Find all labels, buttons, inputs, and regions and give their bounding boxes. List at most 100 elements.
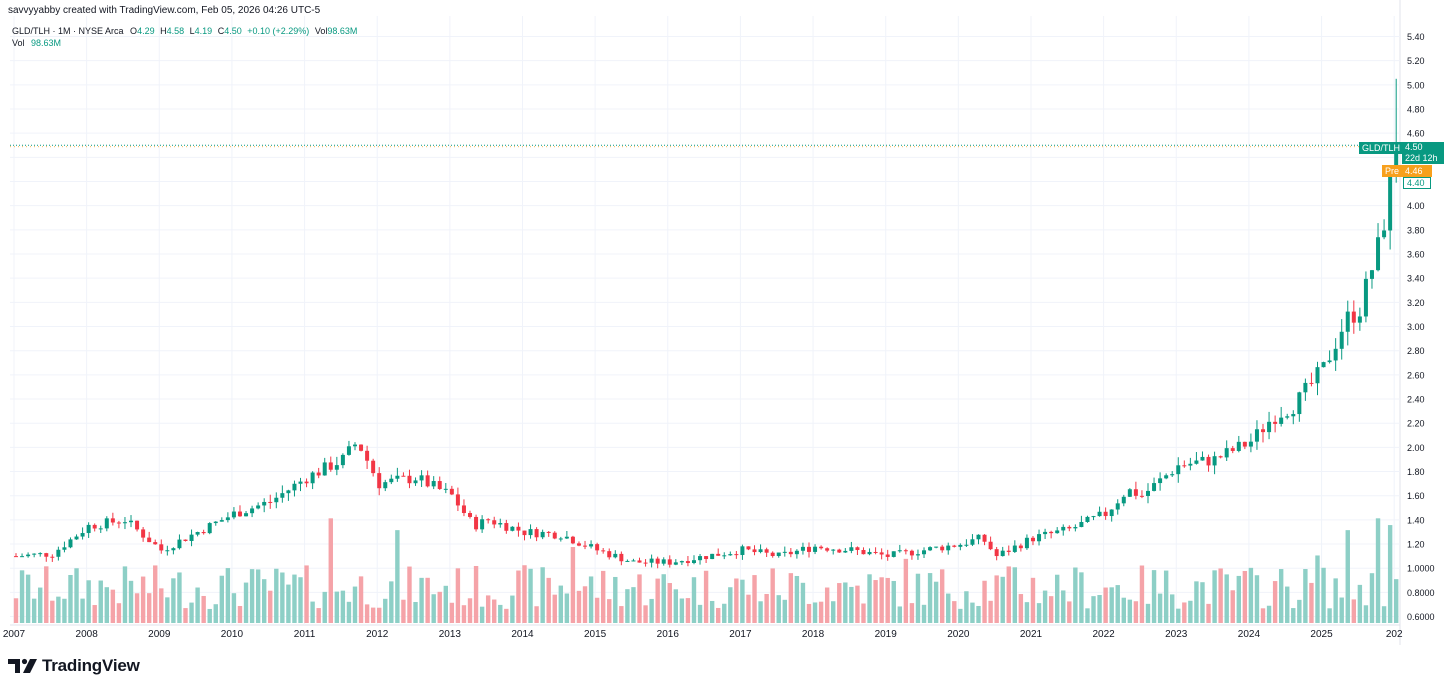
candle-body — [758, 549, 763, 553]
candle-body — [1170, 474, 1175, 476]
candle-body — [679, 561, 684, 563]
y-tick-label: 3.20 — [1407, 298, 1425, 308]
volume-bar — [709, 600, 715, 623]
volume-bar — [498, 604, 503, 623]
candle-body — [1339, 331, 1344, 349]
volume-bar — [304, 565, 309, 623]
volume-bar — [1061, 590, 1066, 623]
volume-bar — [952, 601, 957, 623]
volume-bar — [328, 518, 333, 623]
volume-bar — [1309, 582, 1314, 623]
volume-bar — [340, 590, 346, 623]
candle-body — [540, 531, 545, 538]
volume-bar — [812, 602, 818, 623]
candle-body — [92, 524, 97, 529]
candle-body — [994, 549, 999, 557]
candle-body — [819, 546, 824, 549]
candle-body — [26, 554, 31, 557]
candle-body — [383, 482, 388, 489]
volume-bar — [1333, 578, 1338, 623]
pre-market-price-tag[interactable]: 4.46 — [1402, 165, 1432, 177]
candle-body — [207, 523, 212, 534]
candle-body — [201, 532, 206, 534]
candle-body — [68, 539, 73, 548]
pre-market-label-tag[interactable]: Pre — [1382, 165, 1403, 177]
y-tick-label: 4.60 — [1407, 129, 1425, 139]
y-tick-label: 3.60 — [1407, 250, 1425, 260]
volume-bar — [1109, 587, 1114, 623]
volume-bar — [1079, 572, 1084, 623]
last-price-tag[interactable]: 4.50 22d 12h — [1402, 142, 1444, 164]
volume-bar — [140, 576, 146, 623]
candle-body — [716, 553, 721, 556]
volume-bar — [667, 583, 672, 623]
candle-body — [280, 493, 285, 498]
candle-body — [722, 555, 727, 557]
y-tick-label: 3.80 — [1407, 225, 1425, 235]
candle-body — [734, 554, 739, 556]
volume-bar — [201, 595, 206, 623]
candle-body — [1121, 496, 1126, 504]
volume-bar — [1042, 590, 1048, 623]
candle-body — [20, 556, 25, 558]
candle-body — [1091, 516, 1096, 518]
vol-row-value: 98.63M — [31, 38, 62, 48]
candle-body — [788, 551, 793, 555]
volume-bar — [861, 603, 866, 623]
candle-body — [1382, 230, 1387, 238]
volume-bar — [873, 580, 878, 623]
legend-high-value: 4.58 — [166, 26, 185, 36]
candle-body — [395, 475, 400, 479]
candle-body — [468, 513, 473, 517]
candle-body — [1152, 483, 1157, 491]
candle-body — [1242, 441, 1247, 447]
candle-body — [522, 530, 527, 536]
volume-bar — [716, 607, 721, 623]
candle-body — [110, 518, 115, 523]
candle-body — [982, 534, 987, 542]
volume-bar — [401, 599, 406, 623]
candle-body — [1194, 460, 1199, 464]
candle-body — [1103, 511, 1108, 517]
legend-low-value: 4.19 — [194, 26, 213, 36]
volume-bar — [734, 578, 739, 623]
volume-bar — [534, 606, 539, 623]
volume-bar — [19, 570, 25, 623]
candle-body — [1115, 503, 1120, 510]
volume-bar — [1339, 597, 1344, 623]
tradingview-brand[interactable]: TradingView — [8, 656, 140, 676]
y-tick-label: 4.00 — [1407, 201, 1425, 211]
volume-bar — [134, 593, 140, 623]
volume-bar — [915, 573, 921, 623]
volume-bar — [1139, 565, 1145, 623]
volume-bar — [728, 587, 733, 623]
volume-bar — [600, 570, 606, 623]
candle-body — [813, 546, 818, 552]
candle-body — [1218, 456, 1223, 458]
volume-bar — [68, 574, 73, 623]
volume-bar — [1145, 603, 1151, 623]
volume-bar — [1212, 570, 1217, 623]
volume-bar — [44, 566, 49, 623]
candle-body — [1230, 448, 1235, 451]
volume-bar — [564, 593, 570, 623]
legend-symbol[interactable]: GLD/TLH · 1M · NYSE Arca — [12, 26, 124, 36]
volume-bar — [758, 601, 763, 623]
volume-bar — [1242, 570, 1248, 623]
candle-body — [407, 475, 412, 484]
candle-body — [359, 444, 364, 451]
candle-body — [401, 475, 406, 477]
candle-body — [74, 536, 79, 540]
candle-body — [298, 481, 303, 484]
vol-row-label[interactable]: Vol — [12, 38, 25, 48]
volume-bar — [1018, 594, 1024, 623]
legend-open-label: O — [130, 26, 138, 36]
volume-bar — [570, 547, 576, 623]
candle-body — [340, 454, 345, 466]
symbol-price-tag[interactable]: GLD/TLH — [1359, 142, 1404, 154]
candle-body — [685, 561, 690, 564]
low-price-tag[interactable]: 4.40 — [1403, 177, 1431, 189]
x-tick-label: 2025 — [1310, 629, 1333, 640]
candle-body — [486, 519, 491, 521]
